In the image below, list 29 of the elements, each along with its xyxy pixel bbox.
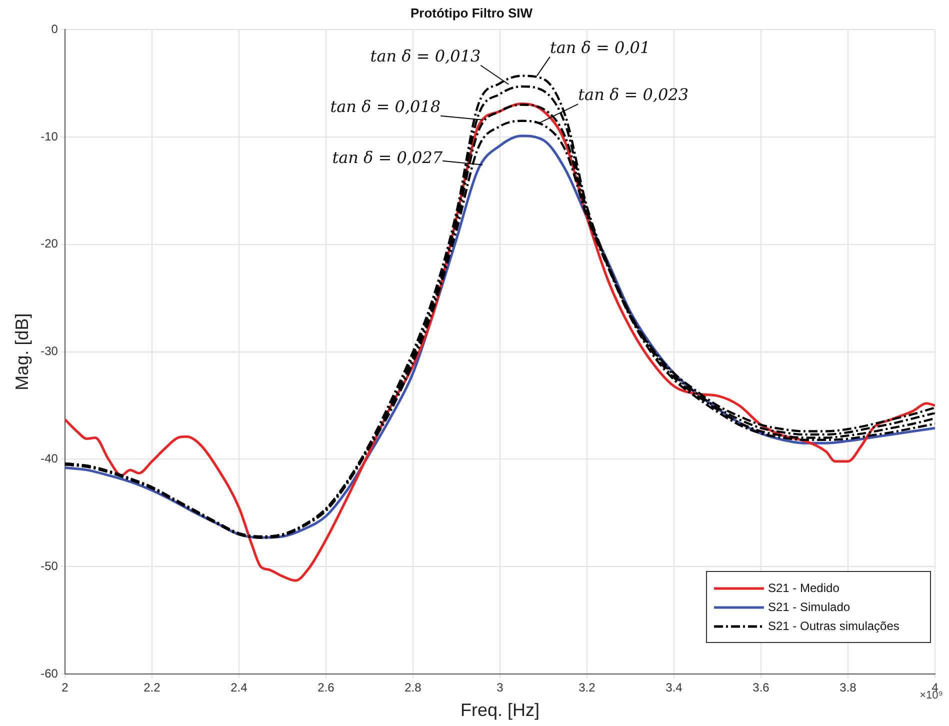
x-tick-label: 3.8 (840, 680, 857, 695)
annotation: tan δ = 0,023 (578, 85, 688, 104)
x-tick-label: 2.4 (230, 680, 248, 695)
legend-label: S21 - Medido (768, 580, 840, 595)
x-tick-label: 2.8 (404, 680, 422, 695)
y-tick-label: -40 (40, 452, 58, 466)
text: ×10⁹ (920, 690, 943, 702)
y-tick-label: -30 (40, 344, 58, 358)
x-tick-label: 2.2 (144, 680, 161, 695)
x-tick-label: 3.6 (752, 680, 770, 695)
annotation: tan δ = 0,018 (330, 96, 441, 116)
chart-title: Protótipo Filtro SIW (410, 5, 534, 20)
legend-label: S21 - Outras simulações (768, 618, 900, 633)
annotation: tan δ = 0,013 (370, 46, 481, 66)
y-axis-title: Mag. [dB] (12, 313, 32, 390)
x-tick-label: 3.2 (578, 680, 596, 695)
y-tick-label: -60 (40, 666, 58, 680)
x-tick-label: 3.4 (666, 680, 683, 695)
x-tick-label: 2.6 (318, 680, 335, 695)
y-tick-label: 0 (51, 22, 58, 36)
y-tick-label: -50 (40, 558, 58, 573)
y-tick-label: -10 (40, 129, 58, 144)
annotation: tan δ = 0,027 (332, 148, 444, 168)
x-tick-label: 2 (62, 680, 69, 695)
y-tick-label: -20 (40, 236, 58, 251)
legend-label: S21 - Simulado (768, 600, 850, 614)
x-axis-title: Freq. [Hz] (460, 700, 540, 720)
annotation: tan δ = 0,01 (550, 38, 650, 57)
x-tick-label: 3 (496, 680, 504, 695)
